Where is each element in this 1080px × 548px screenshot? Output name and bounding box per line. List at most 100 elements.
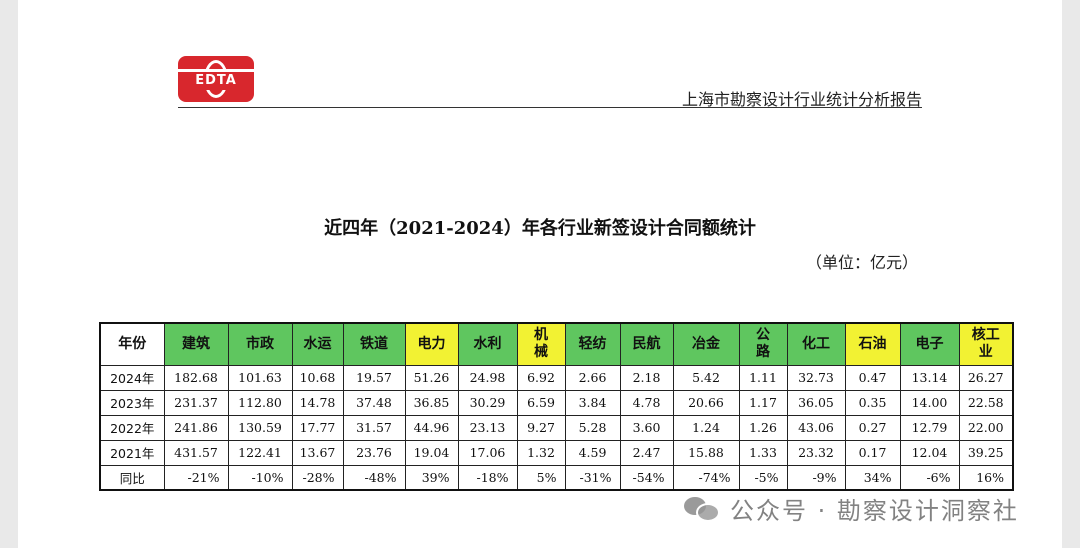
table-cell: 43.06 (786, 414, 846, 441)
table-cell: 44.96 (404, 414, 459, 441)
column-header: 水运 (291, 322, 344, 366)
table-cell: 12.79 (899, 414, 960, 441)
column-header: 轻纺 (564, 322, 621, 366)
table-row: 2022年 241.86 130.59 17.77 31.57 44.96 23.13 9.2… (99, 414, 1014, 441)
column-header: 建筑 (163, 322, 229, 366)
table-cell: 23.32 (786, 439, 846, 466)
table-cell: 0.35 (844, 389, 901, 416)
table-cell: 17.06 (457, 439, 518, 466)
column-header: 电子 (899, 322, 960, 366)
row-label: 2022年 (99, 414, 165, 441)
document-page: EDTA 上海市勘察设计行业统计分析报告 近四年（2021-2024）年各行业新… (18, 0, 1062, 548)
table-cell: 130.59 (227, 414, 293, 441)
unit-label: （单位：亿元） (805, 253, 918, 272)
table-cell: 112.80 (227, 389, 293, 416)
table-cell: 101.63 (227, 364, 293, 391)
table-cell: 6.92 (516, 364, 566, 391)
table-cell: 9.27 (516, 414, 566, 441)
header-year-cell: 年份 (99, 322, 165, 366)
table-cell: 15.88 (672, 439, 740, 466)
table-cell: -54% (619, 464, 674, 491)
table-cell: 182.68 (163, 364, 229, 391)
row-label: 2021年 (99, 439, 165, 466)
table-cell: 39.25 (958, 439, 1014, 466)
table-cell: 20.66 (672, 389, 740, 416)
table-cell: 32.73 (786, 364, 846, 391)
table-cell: 26.27 (958, 364, 1014, 391)
table-cell: 24.98 (457, 364, 518, 391)
table-cell: 5.42 (672, 364, 740, 391)
table-cell: -5% (738, 464, 788, 491)
contract-stats-table: 年份 建筑 市政 水运 铁道 电力 水利 机械 轻纺 民航 冶金 公路 化工 石油 电子 核工业 2024年 18… (99, 322, 1014, 491)
table-cell: 30.29 (457, 389, 518, 416)
table-cell: 5.28 (564, 414, 621, 441)
watermark: 公众号 · 勘察设计洞察社 (684, 488, 1019, 528)
column-header: 核工业 (958, 322, 1014, 366)
table-cell: 14.78 (291, 389, 344, 416)
table-cell: 3.60 (619, 414, 674, 441)
table-cell: -21% (163, 464, 229, 491)
table-cell: 23.76 (342, 439, 406, 466)
table-cell: 1.11 (738, 364, 788, 391)
table-cell: 22.58 (958, 389, 1014, 416)
wechat-icon (684, 493, 722, 523)
row-label: 2023年 (99, 389, 165, 416)
watermark-text: 公众号 · 勘察设计洞察社 (730, 496, 1019, 525)
column-header: 冶金 (672, 322, 740, 366)
table-cell: 23.13 (457, 414, 518, 441)
table-cell: 13.14 (899, 364, 960, 391)
table-cell: -10% (227, 464, 293, 491)
table-cell: -6% (899, 464, 960, 491)
table-row: 2021年 431.57 122.41 13.67 23.76 19.04 17.06 1.3… (99, 439, 1014, 466)
table-cell: 2.18 (619, 364, 674, 391)
column-header: 铁道 (342, 322, 406, 366)
table-cell: 19.04 (404, 439, 459, 466)
edta-logo: EDTA (178, 56, 254, 102)
table-cell: 13.67 (291, 439, 344, 466)
table-cell: 34% (844, 464, 901, 491)
table-cell: 10.68 (291, 364, 344, 391)
column-header: 市政 (227, 322, 293, 366)
table-cell: 6.59 (516, 389, 566, 416)
column-header: 民航 (619, 322, 674, 366)
row-label: 同比 (99, 464, 165, 491)
table-cell: 1.24 (672, 414, 740, 441)
table-cell: 431.57 (163, 439, 229, 466)
table-cell: 12.04 (899, 439, 960, 466)
table-cell: 241.86 (163, 414, 229, 441)
report-title: 上海市勘察设计行业统计分析报告 (681, 90, 922, 109)
document-title: 近四年（2021-2024）年各行业新签设计合同额统计 (324, 218, 756, 239)
table-cell: -9% (786, 464, 846, 491)
table-cell: 4.59 (564, 439, 621, 466)
table-row: 2024年 182.68 101.63 10.68 19.57 51.26 24.98 6.9… (99, 364, 1014, 391)
table-cell: 22.00 (958, 414, 1014, 441)
table-cell: 14.00 (899, 389, 960, 416)
table-cell: 3.84 (564, 389, 621, 416)
column-header: 公路 (738, 322, 788, 366)
header-divider (178, 107, 922, 108)
table-cell: 1.33 (738, 439, 788, 466)
table-cell: 4.78 (619, 389, 674, 416)
column-header: 机械 (516, 322, 566, 366)
table-cell: 122.41 (227, 439, 293, 466)
table-cell: 2.47 (619, 439, 674, 466)
table-cell: -48% (342, 464, 406, 491)
table-cell: 231.37 (163, 389, 229, 416)
table-cell: -18% (457, 464, 518, 491)
table-cell: 31.57 (342, 414, 406, 441)
logo-text: EDTA (178, 72, 254, 90)
table-row: 同比 -21% -10% -28% -48% 39% -18% 5% -31% -54% -74% -… (99, 464, 1014, 491)
table-cell: 17.77 (291, 414, 344, 441)
table-cell: -74% (672, 464, 740, 491)
column-header: 电力 (404, 322, 459, 366)
column-header: 石油 (844, 322, 901, 366)
table-cell: 5% (516, 464, 566, 491)
table-cell: 0.47 (844, 364, 901, 391)
table-cell: 39% (404, 464, 459, 491)
table-cell: -28% (291, 464, 344, 491)
row-label: 2024年 (99, 364, 165, 391)
table-cell: 0.17 (844, 439, 901, 466)
table-cell: 2.66 (564, 364, 621, 391)
column-header: 化工 (786, 322, 846, 366)
column-header: 水利 (457, 322, 518, 366)
